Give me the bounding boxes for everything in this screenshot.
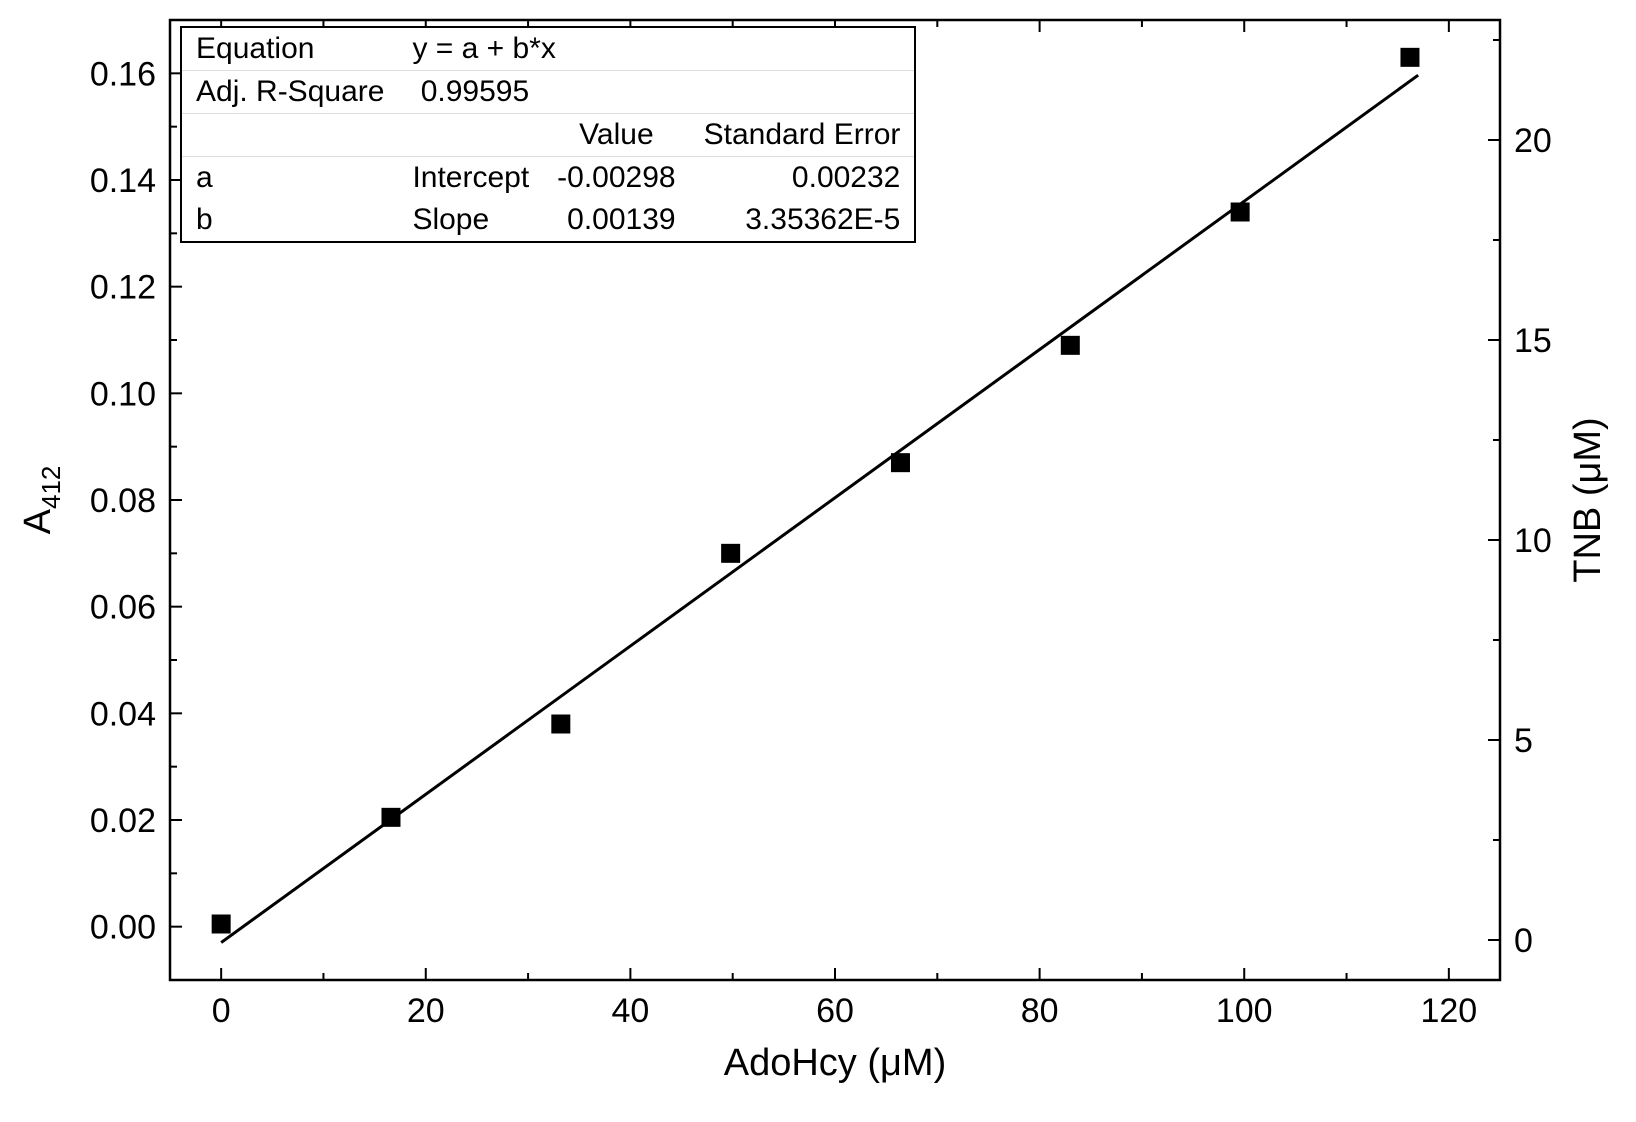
y-left-tick-label: 0.12 [90, 269, 156, 307]
fit-results-box: Equation y = a + b*x Adj. R-Square 0.995… [180, 26, 916, 243]
data-point [382, 808, 400, 826]
x-tick-label: 120 [1420, 992, 1477, 1030]
y-left-tick-label: 0.14 [90, 162, 156, 200]
y-right-tick-label: 0 [1514, 922, 1533, 960]
data-point [212, 915, 230, 933]
x-tick-label: 20 [407, 992, 445, 1030]
y-right-tick-label: 10 [1514, 522, 1552, 560]
legend-r2-value: 0.99595 [398, 71, 543, 114]
data-point [722, 544, 740, 562]
x-tick-label: 40 [611, 992, 649, 1030]
legend-equation-label: Equation [181, 27, 398, 71]
y-right-tick-label: 15 [1514, 322, 1552, 360]
legend-param-a: a [181, 157, 398, 200]
legend-stderr-b: 3.35362E-5 [690, 199, 916, 242]
data-point [1231, 203, 1249, 221]
x-tick-label: 80 [1021, 992, 1059, 1030]
y-left-axis-label: A412 [17, 466, 66, 535]
y-left-tick-label: 0.16 [90, 55, 156, 93]
chart-container: 0204060801001200.000.020.040.060.080.100… [0, 0, 1636, 1122]
y-right-tick-label: 20 [1514, 122, 1552, 160]
data-point [1401, 48, 1419, 66]
y-left-tick-label: 0.08 [90, 482, 156, 520]
legend-name-a: Intercept [398, 157, 543, 200]
legend-value-b: 0.00139 [543, 199, 689, 242]
y-left-tick-label: 0.10 [90, 375, 156, 413]
legend-col-stderr: Standard Error [690, 114, 916, 157]
y-left-tick-label: 0.00 [90, 909, 156, 947]
y-left-tick-label: 0.02 [90, 802, 156, 840]
legend-value-a: -0.00298 [543, 157, 689, 200]
data-point [891, 454, 909, 472]
y-left-tick-label: 0.04 [90, 695, 156, 733]
x-tick-label: 60 [816, 992, 854, 1030]
x-tick-label: 100 [1216, 992, 1273, 1030]
y-right-axis-label: TNB (μM) [1567, 417, 1609, 582]
legend-name-b: Slope [398, 199, 543, 242]
legend-param-b: b [181, 199, 398, 242]
data-point [552, 715, 570, 733]
legend-r2-label: Adj. R-Square [181, 71, 398, 114]
legend-equation-value: y = a + b*x [398, 27, 915, 71]
y-left-tick-label: 0.06 [90, 589, 156, 627]
y-right-tick-label: 5 [1514, 722, 1533, 760]
x-axis-label: AdoHcy (μM) [724, 1042, 946, 1084]
legend-col-value: Value [543, 114, 689, 157]
legend-stderr-a: 0.00232 [690, 157, 916, 200]
data-point [1061, 336, 1079, 354]
x-tick-label: 0 [212, 992, 231, 1030]
